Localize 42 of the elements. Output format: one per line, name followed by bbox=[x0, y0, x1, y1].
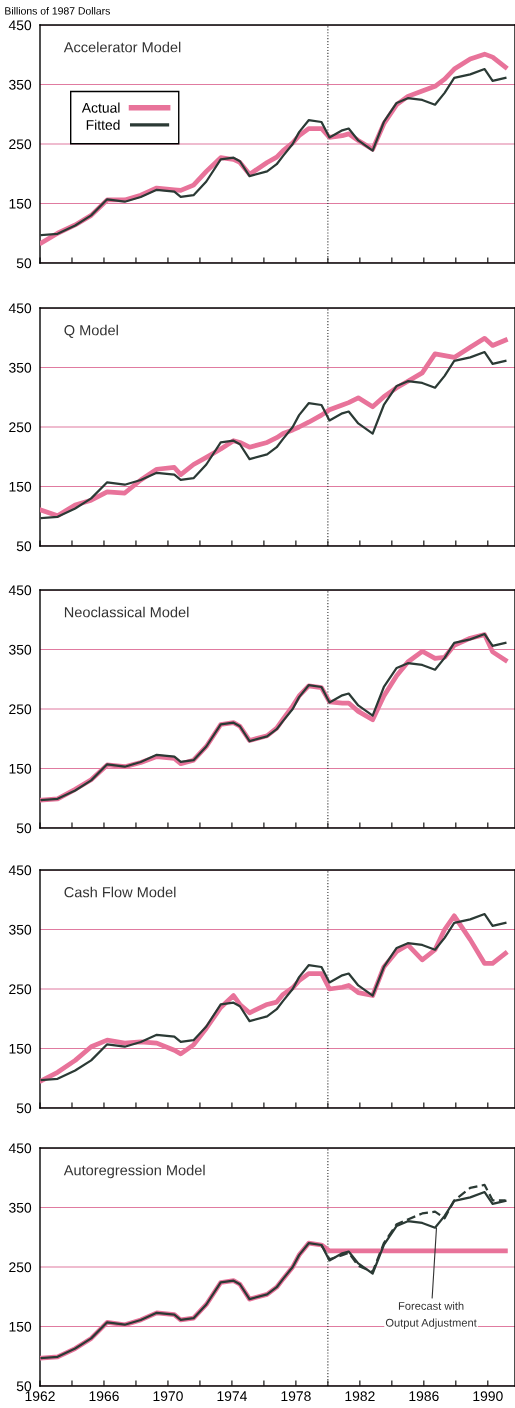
y-tick-label: 450 bbox=[8, 865, 32, 876]
y-tick-label: 450 bbox=[8, 20, 32, 31]
y-tick-label: 250 bbox=[9, 422, 32, 433]
text: Neoclassical Model bbox=[64, 606, 189, 618]
y-tick-label: 50 bbox=[16, 823, 32, 834]
y-tick-label: 450 bbox=[8, 303, 32, 314]
text: Cash Flow Model bbox=[64, 886, 176, 898]
y-tick-label: 50 bbox=[16, 258, 32, 269]
x-tick-label: 1966 bbox=[89, 1391, 119, 1402]
y-tick-label: 250 bbox=[9, 704, 32, 715]
y-tick-label: 350 bbox=[9, 362, 32, 373]
y-tick-label: 150 bbox=[9, 1043, 32, 1054]
y-tick-label: 350 bbox=[9, 79, 32, 90]
y-tick-label: 450 bbox=[8, 1143, 32, 1154]
y-axis-title: Billions of 1987 Dollars bbox=[5, 6, 110, 15]
x-tick-label: 1974 bbox=[217, 1391, 247, 1402]
x-tick-label: 1990 bbox=[473, 1391, 503, 1402]
x-tick-label: 1978 bbox=[281, 1391, 311, 1402]
x-tick-label: 1986 bbox=[409, 1391, 439, 1402]
y-tick-label: 50 bbox=[16, 1103, 32, 1114]
y-tick-label: 150 bbox=[9, 1321, 32, 1332]
x-tick-label: 1982 bbox=[345, 1391, 375, 1402]
y-tick-label: 150 bbox=[9, 763, 32, 774]
y-tick-label: 150 bbox=[9, 481, 32, 492]
x-tick-label: 1962 bbox=[25, 1391, 55, 1402]
y-tick-label: 50 bbox=[16, 541, 32, 552]
annotation: Forecast with Output Adjustment bbox=[385, 1301, 477, 1329]
legend-label: Actual bbox=[81, 102, 120, 113]
y-tick-label: 250 bbox=[9, 139, 32, 150]
y-tick-label: 350 bbox=[9, 644, 32, 655]
text: Accelerator Model bbox=[63, 41, 181, 53]
y-tick-label: 450 bbox=[8, 585, 32, 596]
y-tick-label: 250 bbox=[9, 984, 32, 995]
y-tick-label: 150 bbox=[9, 198, 32, 209]
y-tick-label: 50 bbox=[16, 1381, 32, 1392]
text: Autoregression Model bbox=[63, 1164, 205, 1179]
legend-label: Fitted bbox=[86, 119, 120, 130]
y-tick-label: 350 bbox=[9, 924, 32, 935]
y-tick-label: 350 bbox=[9, 1202, 32, 1213]
x-tick-label: 1970 bbox=[153, 1391, 183, 1402]
text: Q Model bbox=[64, 324, 118, 338]
y-tick-label: 250 bbox=[9, 1262, 32, 1273]
